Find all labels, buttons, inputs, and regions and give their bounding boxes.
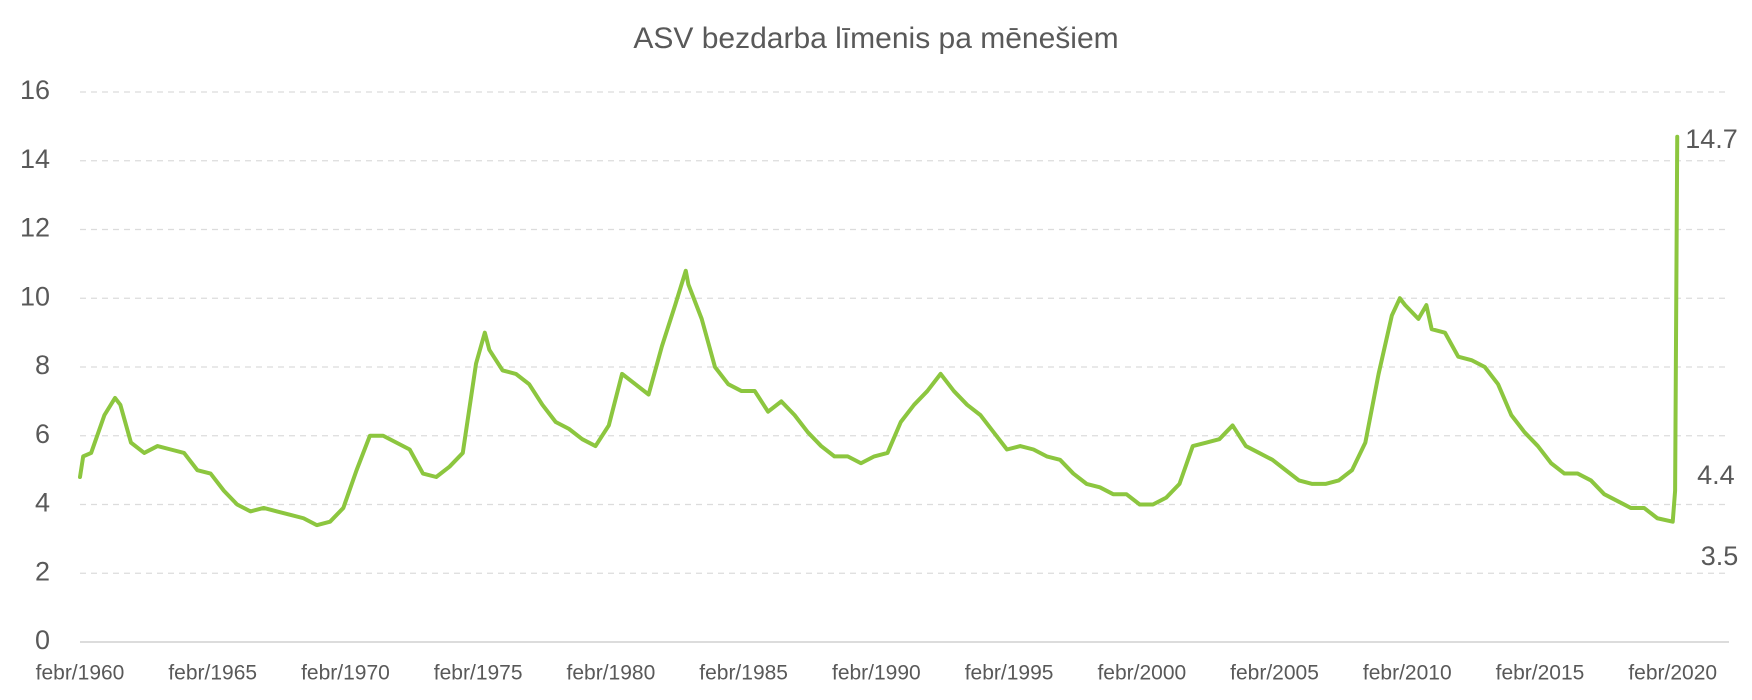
- data-label: 4.4: [1697, 460, 1735, 490]
- x-tick-label: febr/1965: [168, 662, 257, 685]
- y-tick-label: 0: [35, 625, 50, 655]
- data-label: 3.5: [1701, 541, 1739, 571]
- x-tick-label: febr/1995: [965, 662, 1054, 685]
- x-tick-label: febr/2005: [1230, 662, 1319, 685]
- x-tick-label: febr/2010: [1363, 662, 1452, 685]
- chart-title: ASV bezdarba līmenis pa mēnešiem: [633, 22, 1118, 55]
- x-tick-label: febr/1980: [567, 662, 656, 685]
- x-tick-label: febr/1960: [36, 662, 125, 685]
- x-tick-label: febr/1975: [434, 662, 523, 685]
- y-tick-label: 6: [35, 419, 50, 449]
- x-tick-label: febr/1985: [699, 662, 788, 685]
- y-tick-label: 14: [20, 144, 50, 174]
- y-tick-label: 12: [20, 213, 50, 243]
- x-tick-label: febr/2020: [1628, 662, 1717, 685]
- x-tick-label: febr/2000: [1097, 662, 1186, 685]
- x-tick-label: febr/1970: [301, 662, 390, 685]
- x-tick-label: febr/1990: [832, 662, 921, 685]
- y-tick-label: 10: [20, 281, 50, 311]
- line-series: [78, 134, 1680, 528]
- y-tick-label: 4: [35, 488, 50, 518]
- y-tick-label: 2: [35, 556, 50, 586]
- data-label: 14.7: [1685, 124, 1738, 154]
- y-tick-label: 16: [20, 75, 50, 105]
- y-tick-label: 8: [35, 350, 50, 380]
- x-tick-label: febr/2015: [1496, 662, 1585, 685]
